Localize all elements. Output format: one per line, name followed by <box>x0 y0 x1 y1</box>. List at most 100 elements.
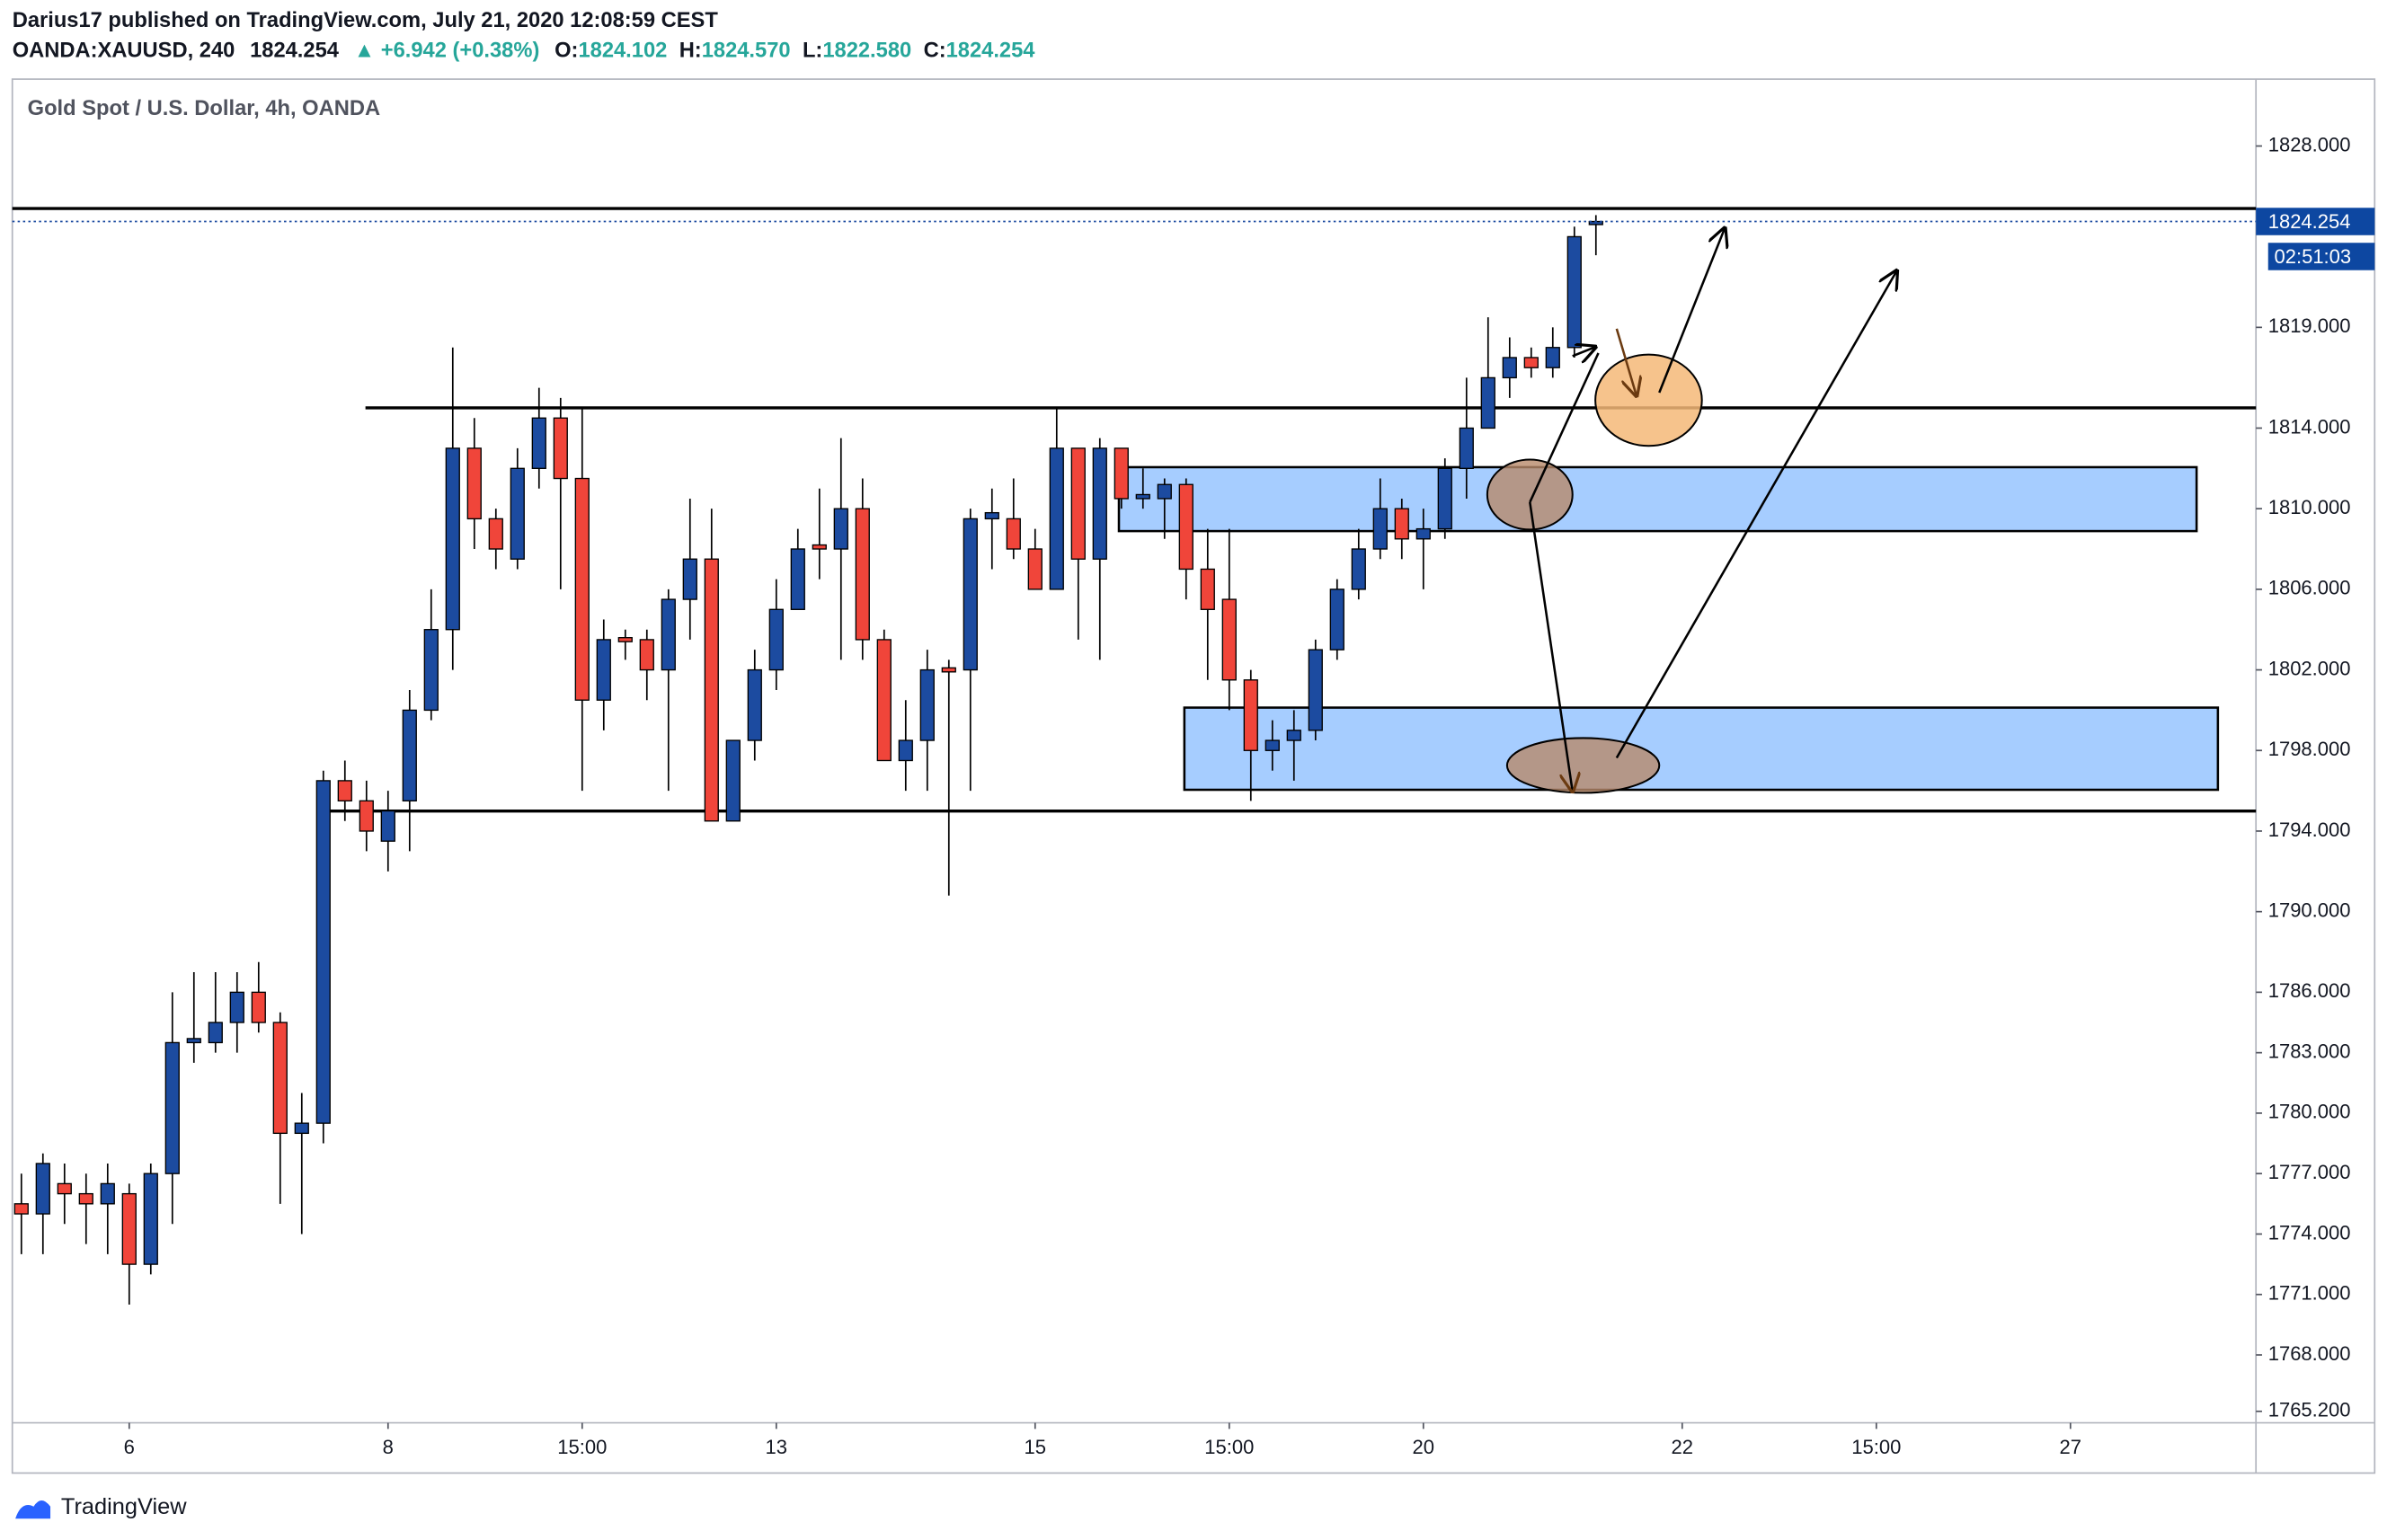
candle-body <box>1437 467 1452 530</box>
candle-body <box>1459 427 1474 469</box>
candle-body <box>315 780 331 1124</box>
ellipse <box>1594 353 1703 447</box>
countdown-label: 02:51:03 <box>2275 245 2352 268</box>
candle-body <box>35 1163 50 1215</box>
x-tick-label: 27 <box>2060 1436 2081 1458</box>
candle-body <box>445 447 460 631</box>
y-tick-label: 1771.000 <box>2268 1282 2351 1305</box>
o: 1824.102 <box>578 40 667 63</box>
candle-body <box>57 1182 72 1195</box>
candle-body <box>1135 493 1150 500</box>
brand: TradingView <box>61 1494 187 1519</box>
l-label: L: <box>803 40 822 63</box>
x-tick-label: 13 <box>766 1436 787 1458</box>
l: 1822.580 <box>822 40 911 63</box>
candle-body <box>682 558 697 600</box>
y-tick-label: 1806.000 <box>2268 577 2351 599</box>
candle-body <box>100 1182 115 1205</box>
countdown-badge <box>2267 243 2375 270</box>
candle-body <box>617 637 633 642</box>
h: 1824.570 <box>702 40 791 63</box>
candle-body <box>1243 679 1258 751</box>
symbol: OANDA:XAUUSD, 240 <box>13 40 235 63</box>
chart-title: Gold Spot / U.S. Dollar, 4h, OANDA <box>28 97 380 120</box>
y-tick-label: 1802.000 <box>2268 657 2351 679</box>
arrow <box>1615 328 1637 396</box>
x-tick-label: 6 <box>124 1436 135 1458</box>
candle-body <box>1027 548 1043 590</box>
candle-body <box>1114 447 1129 500</box>
candle-body <box>294 1122 309 1135</box>
candle-body <box>466 447 482 520</box>
candle-body <box>1329 589 1344 651</box>
annotations <box>1486 228 1897 794</box>
candle-body <box>402 709 417 802</box>
candle-body <box>272 1022 288 1135</box>
candle-body <box>596 639 611 701</box>
candle-body <box>13 1203 29 1215</box>
axes: 1828.000 1819.000 1814.000 1810.000 1806.000… <box>124 133 2375 1458</box>
candle-body <box>1178 483 1194 571</box>
candle-body <box>1394 508 1409 540</box>
candle-body <box>1264 739 1280 751</box>
x-tick-label: 15 <box>1025 1436 1046 1458</box>
candle-body <box>984 511 999 520</box>
logo-icon <box>15 1500 51 1519</box>
candle-body <box>510 467 525 560</box>
candle-body <box>574 477 590 701</box>
ellipse <box>1505 737 1661 794</box>
candle-body <box>704 558 719 822</box>
candle-body <box>725 739 741 822</box>
x-tick-label: 20 <box>1413 1436 1434 1458</box>
candle-body <box>1502 357 1517 379</box>
candle-body <box>1286 730 1301 741</box>
x-tick-label: 8 <box>383 1436 394 1458</box>
logo: TradingView <box>15 1494 187 1519</box>
x-tick-label: 15:00 <box>1204 1436 1254 1458</box>
candle-body <box>833 508 848 550</box>
candle-body <box>1351 548 1366 590</box>
price-badge-label: 1824.254 <box>2268 210 2351 233</box>
c: 1824.254 <box>946 40 1036 63</box>
candle-body <box>1480 376 1495 429</box>
candle-body <box>337 780 352 802</box>
x-tick-label: 22 <box>1672 1436 1693 1458</box>
candle-body <box>1523 357 1539 368</box>
o-label: O: <box>555 40 578 63</box>
candle-body <box>1157 483 1172 500</box>
candle-body <box>208 1022 223 1044</box>
y-tick-label: 1765.200 <box>2268 1399 2351 1421</box>
drawings <box>12 207 2257 813</box>
candle-body <box>963 518 978 671</box>
frame <box>11 78 2376 1474</box>
candle-body <box>919 668 935 741</box>
y-tick-label: 1783.000 <box>2268 1040 2351 1062</box>
candle-body <box>1545 347 1560 368</box>
candle-body <box>164 1041 180 1174</box>
y-tick-label: 1819.000 <box>2268 314 2351 337</box>
arrow <box>1529 352 1600 503</box>
candle-body <box>251 991 266 1023</box>
zone <box>1183 706 2220 792</box>
candle-body <box>78 1192 93 1205</box>
symbol-line: OANDA:XAUUSD, 240 1824.254 ▲ +6.942 (+0.… <box>13 40 1036 63</box>
candle-body <box>531 417 546 469</box>
h-label: H: <box>679 40 702 63</box>
candle-body <box>1308 649 1323 731</box>
candle-body <box>855 508 870 641</box>
ellipse <box>1486 458 1574 531</box>
last: 1824.254 <box>250 40 340 63</box>
candle-body <box>359 800 374 832</box>
arrow <box>1572 347 1595 356</box>
candle-body <box>186 1038 201 1044</box>
candle-body <box>941 667 956 673</box>
candle-body <box>380 810 395 842</box>
y-tick-label: 1814.000 <box>2268 415 2351 438</box>
y-tick-label: 1768.000 <box>2268 1342 2351 1365</box>
candle-body <box>1372 508 1388 550</box>
candle-body <box>553 417 568 480</box>
y-tick-label: 1777.000 <box>2268 1161 2351 1183</box>
candle-body <box>812 544 827 550</box>
